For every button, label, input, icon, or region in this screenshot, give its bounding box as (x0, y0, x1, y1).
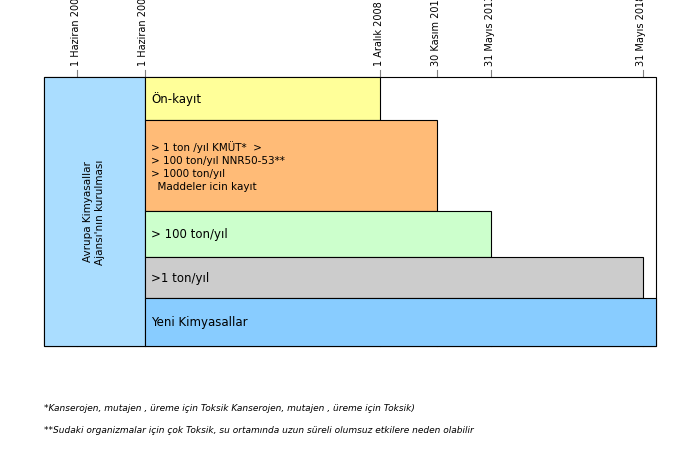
Text: 31 Mayıs 2013: 31 Mayıs 2013 (485, 0, 495, 66)
Text: *Kanserojen, mutajen , üreme için Toksik Kanserojen, mutajen , üreme için Toksik: *Kanserojen, mutajen , üreme için Toksik… (44, 403, 415, 412)
Text: > 1 ton /yıl KMÜT*  >
> 100 ton/yıl NNR50-53**
> 1000 ton/yıl
  Maddeler icin ka: > 1 ton /yıl KMÜT* > > 100 ton/yıl NNR50… (151, 141, 285, 192)
Bar (44, 77, 145, 346)
Text: Yeni Kimyasallar: Yeni Kimyasallar (151, 315, 248, 329)
Text: Ön-kayıt: Ön-kayıt (151, 92, 201, 106)
Bar (145, 298, 656, 346)
Text: 31 Mayıs 2018: 31 Mayıs 2018 (636, 0, 646, 66)
Bar (145, 212, 491, 257)
Bar (145, 77, 380, 121)
Bar (44, 77, 656, 346)
Text: >1 ton/yıl: >1 ton/yıl (151, 271, 210, 284)
Text: 1 Aralık 2008: 1 Aralık 2008 (374, 1, 384, 66)
Bar (145, 121, 437, 212)
Bar (145, 257, 643, 298)
Text: > 100 ton/yıl: > 100 ton/yıl (151, 228, 228, 241)
Text: Avrupa Kimyasallar
Ajansı'nın kurulması: Avrupa Kimyasallar Ajansı'nın kurulması (83, 159, 105, 264)
Text: **Sudaki organizmalar için çok Toksik, su ortamında uzun süreli olumsuz etkilere: **Sudaki organizmalar için çok Toksik, s… (44, 425, 474, 435)
Text: 1 Haziran 2007: 1 Haziran 2007 (71, 0, 81, 66)
Text: 1 Haziran 2008: 1 Haziran 2008 (138, 0, 148, 66)
Text: 30 Kasım 2010: 30 Kasım 2010 (431, 0, 441, 66)
